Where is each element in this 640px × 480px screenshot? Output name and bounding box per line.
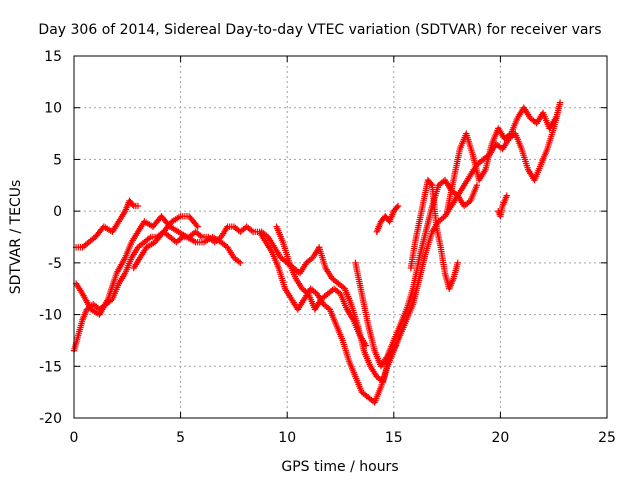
y-tick-label: -5 bbox=[48, 256, 62, 272]
data-point bbox=[454, 259, 461, 267]
data-point bbox=[427, 180, 435, 188]
y-tick-label: 10 bbox=[44, 101, 62, 117]
axis-ticks: 0 5 10 15 20 25 15 10 5 0 -5 -10 -15 -20 bbox=[39, 49, 616, 446]
x-tick-label: 0 bbox=[70, 430, 79, 446]
data-point bbox=[556, 99, 564, 106]
series-trace-c bbox=[72, 197, 142, 251]
y-tick-label: -10 bbox=[39, 308, 62, 324]
data-point bbox=[193, 221, 200, 229]
data-point bbox=[394, 202, 402, 210]
y-axis-label: SDTVAR / TECUs bbox=[8, 180, 24, 295]
series-trace-g bbox=[352, 176, 481, 370]
x-tick-label: 5 bbox=[176, 430, 185, 446]
data-point bbox=[237, 259, 244, 267]
x-tick-label: 15 bbox=[385, 430, 403, 446]
plot-points bbox=[70, 99, 564, 406]
data-point bbox=[392, 342, 400, 349]
chart-title: Day 306 of 2014, Sidereal Day-to-day VTE… bbox=[38, 22, 601, 38]
series-trace-f bbox=[273, 223, 370, 349]
y-tick-label: 15 bbox=[44, 49, 62, 65]
data-point bbox=[393, 204, 401, 211]
y-tick-label: 5 bbox=[53, 152, 62, 168]
x-tick-label: 20 bbox=[491, 430, 509, 446]
series-trace-j bbox=[443, 104, 560, 215]
y-tick-label: 0 bbox=[53, 204, 62, 220]
y-tick-label: -20 bbox=[39, 411, 62, 427]
data-point bbox=[503, 192, 510, 199]
series-trace-a bbox=[70, 99, 564, 406]
data-point bbox=[129, 201, 136, 208]
plot-frame bbox=[73, 55, 608, 419]
x-axis-label: GPS time / hours bbox=[281, 459, 398, 475]
x-tick-label: 10 bbox=[278, 430, 296, 446]
series-trace-k bbox=[495, 192, 510, 220]
series-trace-d bbox=[130, 213, 201, 272]
series-trace-b bbox=[72, 213, 244, 318]
series-trace-h bbox=[373, 202, 402, 236]
series-trace-i bbox=[407, 176, 461, 292]
data-point bbox=[473, 182, 481, 189]
grid-layer bbox=[74, 56, 607, 418]
x-tick-label: 25 bbox=[598, 430, 616, 446]
data-point bbox=[134, 202, 142, 210]
data-point bbox=[552, 114, 560, 122]
data-point bbox=[362, 342, 370, 349]
y-tick-label: -15 bbox=[39, 359, 62, 375]
data-point bbox=[194, 223, 201, 230]
